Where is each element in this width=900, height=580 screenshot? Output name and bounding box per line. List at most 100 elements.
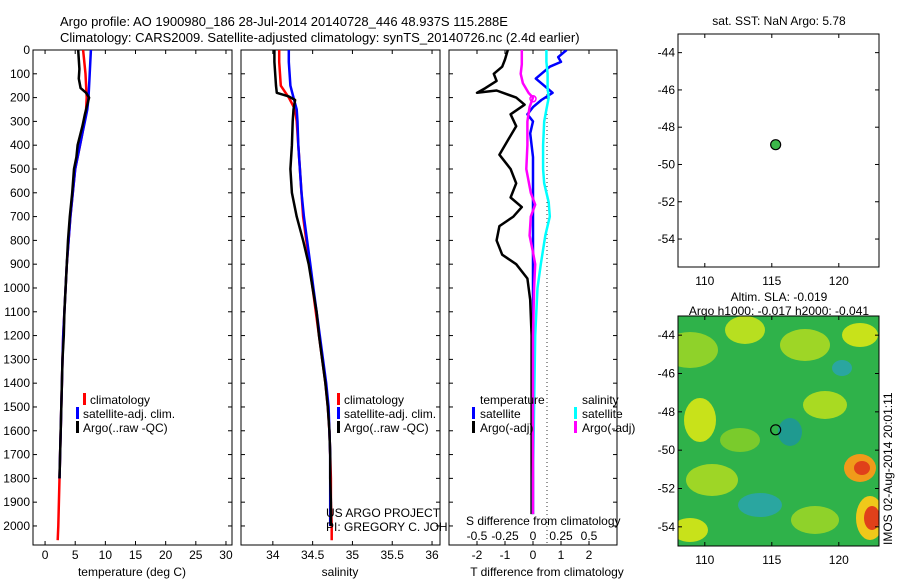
legend-swatch-s-satellite — [574, 407, 577, 419]
figure-title-line1: Argo profile: AO 1900980_186 28-Jul-2014… — [60, 14, 508, 29]
y-tick-label: 800 — [10, 233, 30, 247]
y-tick-label: 300 — [10, 114, 30, 128]
temperature-legend: climatology satellite-adj. clim. Argo(..… — [76, 393, 175, 435]
t-difference-xlabel: T difference from climatology — [470, 565, 624, 579]
y-tick-label: 1800 — [3, 471, 30, 485]
s-tick-label: -0.25 — [491, 529, 519, 543]
legend-swatch-satellite — [76, 407, 79, 419]
x-tick-label: 35.5 — [381, 548, 405, 562]
legend-label-argo: Argo(..raw -QC) — [83, 421, 168, 435]
s-tick-label: 0.5 — [581, 529, 598, 543]
series-line-argo-raw-qc- — [273, 50, 333, 526]
x-tick-label: 20 — [159, 548, 173, 562]
x-tick-label: 5 — [72, 548, 79, 562]
map-y-tick-label: -44 — [658, 328, 676, 342]
legend-header-temperature: temperature — [480, 393, 545, 407]
s-tick-label: 0 — [530, 529, 537, 543]
legend-swatch-t-satellite — [472, 407, 475, 419]
x-tick-label: 34.5 — [301, 548, 325, 562]
map-y-tick-label: -46 — [658, 367, 676, 381]
sst-map-panel: sat. SST: NaN Argo: 5.78 110 115 120 -44 -46… — [658, 14, 880, 288]
x-tick-label: 2 — [586, 548, 593, 562]
map-y-tick-label: -54 — [658, 520, 676, 534]
legend-swatch-satellite — [337, 407, 340, 419]
y-tick-label: 1200 — [3, 329, 30, 343]
map-y-tick-label: -54 — [658, 232, 676, 246]
legend-label-s-argo: Argo(-adj) — [582, 421, 635, 435]
s-tick-label: 0.25 — [549, 529, 573, 543]
y-tick-label: 1100 — [4, 305, 30, 319]
y-tick-label: 0 — [23, 43, 30, 57]
legend-label-argo: Argo(..raw -QC) — [344, 421, 429, 435]
x-tick-label: 0 — [530, 548, 537, 562]
pi-label: PI: GREGORY C. JOHNSON — [326, 520, 482, 534]
map-y-tick-label: -48 — [658, 120, 676, 134]
x-tick-label: 15 — [129, 548, 143, 562]
y-tick-label: 400 — [10, 138, 30, 152]
map-x-tick-label: 110 — [695, 274, 714, 288]
y-tick-label: 1300 — [3, 352, 30, 366]
legend-header-salinity: salinity — [582, 393, 619, 407]
argo-location-marker — [770, 424, 782, 436]
x-tick-label: 0 — [42, 548, 49, 562]
legend-label-s-satellite: satellite — [582, 407, 623, 421]
y-tick-label: 600 — [10, 186, 30, 200]
argo-location-marker — [770, 139, 782, 151]
y-tick-label: 1500 — [3, 400, 30, 414]
legend-label-climatology: climatology — [90, 393, 150, 407]
map-y-tick-label: -52 — [658, 195, 676, 209]
project-label: US ARGO PROJECT — [326, 506, 441, 520]
legend-label-t-argo: Argo(-adj) — [480, 421, 533, 435]
legend-swatch-argo — [76, 421, 79, 433]
figure-title-line2: Climatology: CARS2009. Satellite-adjuste… — [60, 30, 580, 45]
y-tick-label: 100 — [10, 67, 30, 81]
legend-label-satellite: satellite-adj. clim. — [344, 407, 436, 421]
y-tick-label: 1000 — [3, 281, 30, 295]
imos-date-label: IMOS 02-Aug-2014 20:01:11 — [881, 392, 895, 545]
map-x-tick-label: 115 — [762, 553, 781, 567]
sla-map-panel: Altim. SLA: -0.019 Argo h1000: -0.017 h2… — [658, 290, 895, 567]
legend-swatch-s-argo — [574, 421, 577, 433]
salinity-legend: climatology satellite-adj. clim. Argo(..… — [337, 393, 436, 435]
map-y-tick-label: -44 — [658, 46, 676, 60]
x-tick-label: 30 — [219, 548, 233, 562]
map-x-tick-label: 120 — [829, 274, 849, 288]
series-line-temperature-argo-adj- — [475, 50, 533, 515]
legend-label-satellite: satellite-adj. clim. — [83, 407, 175, 421]
legend-label-t-satellite: satellite — [480, 407, 521, 421]
x-tick-label: 1 — [558, 548, 565, 562]
map-y-tick-label: -50 — [658, 157, 676, 171]
legend-label-climatology: climatology — [344, 393, 404, 407]
y-tick-label: 200 — [10, 91, 30, 105]
y-tick-label: 2000 — [3, 519, 30, 533]
x-tick-label: 36 — [425, 548, 439, 562]
x-tick-label: 35 — [346, 548, 360, 562]
salinity-panel: 34 34.5 35 35.5 36 salinity climatology sate… — [240, 49, 482, 579]
legend-swatch-climatology — [337, 393, 340, 405]
y-tick-label: 1900 — [3, 495, 30, 509]
y-tick-label: 1600 — [3, 424, 30, 438]
sla-map-title-line2: Argo h1000: -0.017 h2000: -0.041 — [689, 304, 869, 318]
map-x-tick-label: 120 — [829, 553, 849, 567]
series-line-salinity-argo-adj- — [519, 50, 537, 515]
sla-heatmap — [678, 316, 879, 546]
map-x-tick-label: 110 — [695, 553, 714, 567]
map-x-tick-label: 115 — [762, 274, 781, 288]
map-y-tick-label: -52 — [658, 482, 676, 496]
y-tick-label: 1400 — [3, 376, 30, 390]
s-difference-label: S difference from climatology — [466, 514, 621, 528]
map-y-tick-label: -48 — [658, 405, 676, 419]
difference-legend: temperature salinity satellite satellite… — [472, 393, 635, 435]
sla-map-title-line1: Altim. SLA: -0.019 — [731, 290, 828, 304]
difference-panel: -2 -1 0 1 2 -0.5 -0.25 0 0.25 0.5 S difference fr… — [448, 49, 635, 579]
x-tick-label: 10 — [99, 548, 113, 562]
x-tick-label: 34 — [266, 548, 280, 562]
y-tick-label: 900 — [10, 257, 30, 271]
legend-swatch-climatology — [83, 393, 86, 405]
x-tick-label: -1 — [500, 548, 511, 562]
map-y-tick-label: -46 — [658, 83, 676, 97]
map-y-tick-label: -50 — [658, 443, 676, 457]
s-tick-label: -0.5 — [467, 529, 488, 543]
y-tick-label: 1700 — [3, 448, 30, 462]
